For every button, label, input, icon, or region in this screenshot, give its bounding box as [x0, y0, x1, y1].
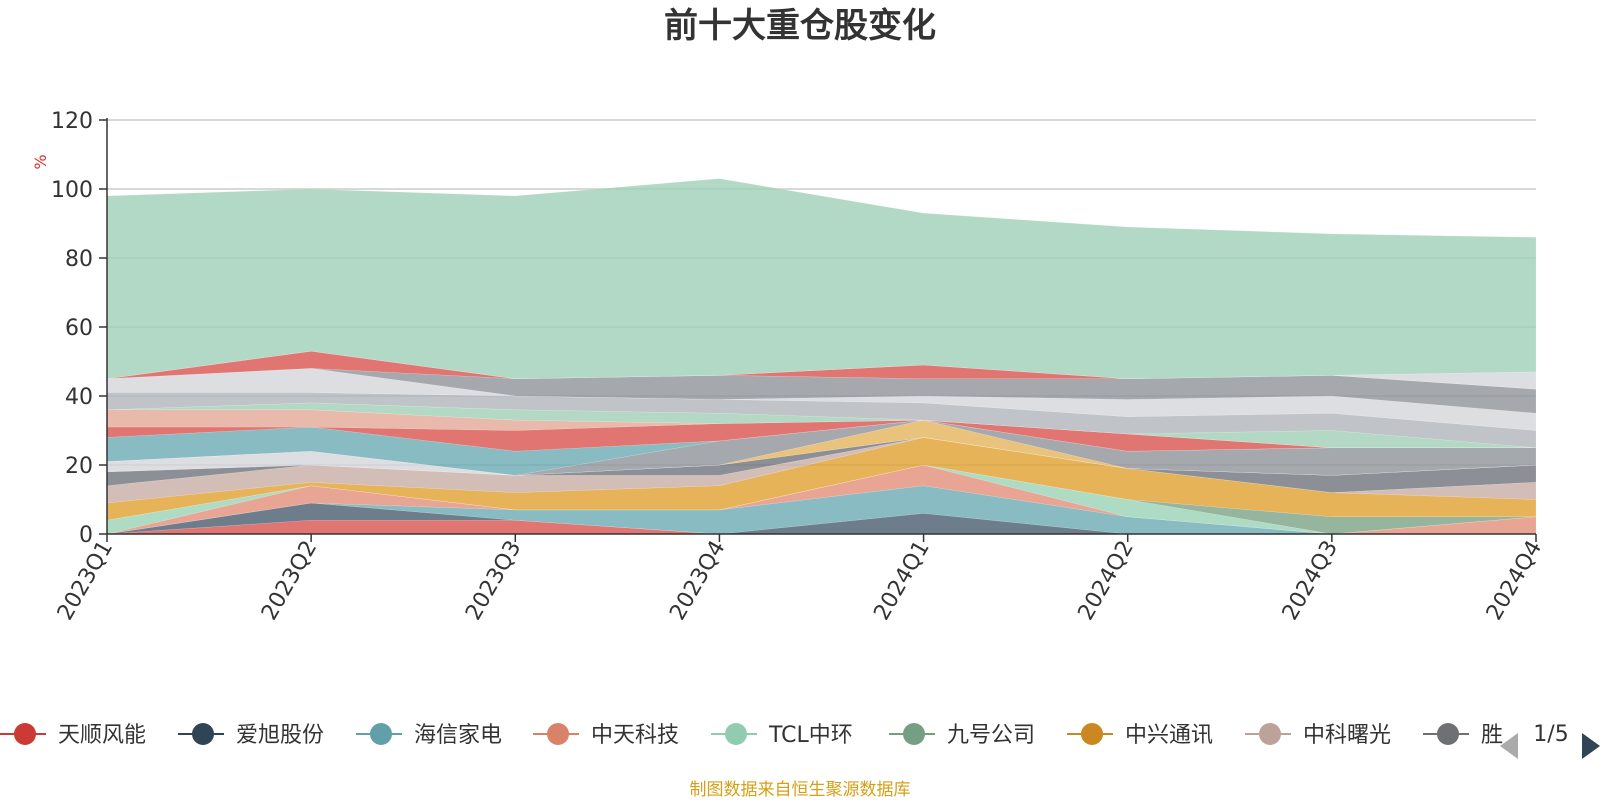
area-21: [106, 350, 1537, 390]
legend-marker: [1081, 723, 1103, 745]
legend[interactable]: 天顺风能 爱旭股份 海信家电 中天科技 TCL中环 九号公司 中兴通讯 中科曙光 胜: [0, 723, 1503, 748]
legend-marker: [903, 723, 925, 745]
y-tick-label: 20: [65, 454, 93, 479]
legend-marker: [725, 723, 747, 745]
legend-item[interactable]: 中科曙光: [1245, 723, 1391, 748]
next-page-icon[interactable]: [1582, 733, 1600, 759]
legend-label: 中兴通讯: [1125, 723, 1213, 748]
legend-label: 胜: [1481, 723, 1503, 748]
x-tick-label: 2023Q4: [665, 537, 730, 625]
legend-marker: [1437, 723, 1459, 745]
area-19: [106, 368, 1537, 414]
y-tick-label: 0: [79, 523, 93, 548]
x-tick-label: 2023Q2: [257, 537, 322, 625]
area-22: [106, 178, 1537, 380]
data-source-note: 制图数据来自恒生聚源数据库: [690, 780, 911, 800]
legend-item[interactable]: 胜: [1423, 723, 1503, 748]
legend-item[interactable]: 中天科技: [533, 723, 679, 748]
y-tick-label: 80: [65, 247, 93, 272]
legend-label: 中天科技: [591, 723, 679, 748]
legend-label: TCL中环: [768, 723, 853, 748]
legend-label: 中科曙光: [1303, 723, 1391, 748]
legend-page-indicator: 1/5: [1533, 722, 1568, 747]
x-tick-label: 2023Q1: [53, 537, 118, 625]
legend-pager[interactable]: 1/5: [1500, 722, 1600, 759]
x-tick-label: 2023Q3: [461, 537, 526, 625]
legend-marker: [547, 723, 569, 745]
prev-page-icon[interactable]: [1500, 733, 1518, 759]
x-tick-label: 2024Q1: [869, 537, 934, 625]
legend-item[interactable]: 爱旭股份: [178, 723, 324, 748]
legend-item[interactable]: TCL中环: [711, 723, 853, 748]
legend-marker: [14, 723, 36, 745]
y-tick-label: 40: [65, 385, 93, 410]
legend-marker: [1259, 723, 1281, 745]
chart-title: 前十大重仓股变化: [664, 6, 936, 46]
x-tick-label: 2024Q2: [1074, 537, 1139, 625]
y-tick-label: 60: [65, 316, 93, 341]
legend-label: 海信家电: [414, 723, 502, 748]
y-tick-label: 100: [51, 178, 93, 203]
area-series: [106, 178, 1537, 535]
x-tick-label: 2024Q3: [1278, 537, 1343, 625]
legend-marker: [192, 723, 214, 745]
x-tick-label: 2024Q4: [1482, 537, 1547, 625]
y-axis-unit: %: [31, 154, 50, 169]
legend-label: 爱旭股份: [236, 723, 324, 748]
area-12: [106, 419, 1537, 476]
y-tick-label: 120: [51, 109, 93, 134]
legend-marker: [370, 723, 392, 745]
legend-item[interactable]: 天顺风能: [0, 723, 146, 748]
legend-item[interactable]: 海信家电: [356, 723, 502, 748]
legend-item[interactable]: 九号公司: [889, 723, 1035, 748]
area-7: [106, 437, 1537, 521]
legend-label: 九号公司: [947, 723, 1035, 748]
area-10: [106, 437, 1537, 476]
legend-label: 天顺风能: [58, 723, 146, 748]
legend-item[interactable]: 中兴通讯: [1067, 723, 1213, 748]
